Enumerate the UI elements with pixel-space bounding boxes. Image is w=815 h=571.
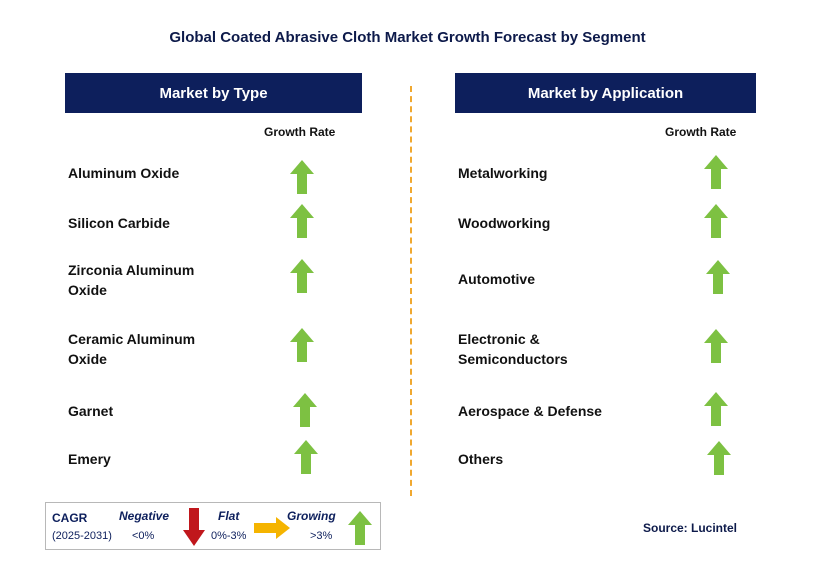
legend-growing-label: Growing — [287, 509, 336, 523]
up-arrow-icon — [704, 329, 728, 363]
up-arrow-icon — [704, 155, 728, 189]
up-arrow-icon — [706, 260, 730, 294]
legend-growing-range: >3% — [310, 530, 333, 542]
legend-negative-range: <0% — [132, 530, 155, 542]
cagr-legend: CAGR (2025-2031) Negative <0% Flat 0%-3%… — [45, 502, 381, 550]
application-item-woodworking: Woodworking — [458, 215, 551, 231]
application-item-others: Others — [458, 451, 504, 467]
up-arrow-icon — [293, 393, 317, 427]
page-title: Global Coated Abrasive Cloth Market Grow… — [169, 29, 646, 46]
up-arrow-icon — [707, 441, 731, 475]
panel-divider — [410, 86, 412, 496]
type-item-aluminum-oxide: Aluminum Oxide — [68, 165, 180, 181]
right-arrow-icon — [254, 517, 290, 539]
up-arrow-icon — [290, 259, 314, 293]
type-item-ceramic-aluminum-oxide: Ceramic Aluminum Oxide — [68, 331, 196, 367]
up-arrow-icon — [704, 392, 728, 426]
application-growth-rate-label: Growth Rate — [665, 125, 737, 139]
application-item-aerospace-defense: Aerospace & Defense — [458, 403, 602, 419]
up-arrow-icon — [290, 160, 314, 194]
legend-period: (2025-2031) — [52, 530, 112, 542]
up-arrow-icon — [290, 328, 314, 362]
type-item-garnet: Garnet — [68, 403, 114, 419]
type-item-silicon-carbide: Silicon Carbide — [68, 215, 170, 231]
type-item-zirconia-aluminum-oxide: Zirconia Aluminum Oxide — [68, 262, 195, 298]
type-item-emery: Emery — [68, 451, 111, 467]
up-arrow-icon — [294, 440, 318, 474]
legend-flat-range: 0%-3% — [211, 530, 247, 542]
application-panel-header: Market by Application — [455, 73, 756, 113]
up-arrow-icon — [290, 204, 314, 238]
application-item-metalworking: Metalworking — [458, 165, 548, 181]
legend-flat-label: Flat — [218, 509, 240, 523]
up-arrow-icon — [704, 204, 728, 238]
application-item-automotive: Automotive — [458, 271, 535, 287]
type-panel-header: Market by Type — [65, 73, 362, 113]
down-arrow-icon — [183, 508, 205, 546]
source-note: Source: Lucintel — [643, 521, 738, 535]
up-arrow-icon — [348, 511, 372, 545]
legend-negative-label: Negative — [119, 509, 170, 523]
type-growth-rate-label: Growth Rate — [264, 125, 336, 139]
legend-cagr-label: CAGR — [52, 511, 88, 525]
application-item-electronic-semiconductors: Electronic & Semiconductors — [458, 331, 568, 367]
